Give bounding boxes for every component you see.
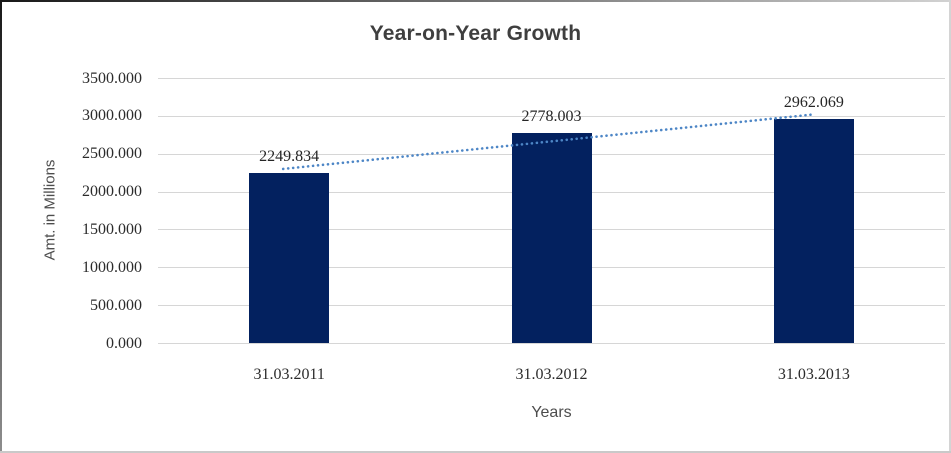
gridline — [158, 78, 945, 79]
y-tick-label: 0.000 — [106, 334, 142, 352]
x-tick-label: 31.03.2013 — [777, 366, 850, 383]
bar-31.03.2011 — [249, 172, 330, 343]
y-tick-label: 2500.000 — [82, 145, 142, 163]
bar-value-label: 2778.003 — [521, 107, 582, 125]
y-axis-title: Amt. in Millions — [41, 159, 59, 261]
y-tick-label: 3000.000 — [82, 107, 142, 125]
bar-value-label: 2249.834 — [259, 147, 320, 165]
frame-border-left — [0, 0, 2, 453]
gridline — [158, 343, 945, 344]
chart-title: Year-on-Year Growth — [369, 22, 582, 45]
y-tick-label: 1000.000 — [82, 258, 142, 276]
y-tick-label: 3500.000 — [82, 69, 142, 87]
x-tick-label: 31.03.2012 — [515, 366, 588, 383]
x-axis-title: Years — [531, 404, 572, 421]
bar-31.03.2012 — [511, 132, 592, 343]
gridline — [158, 115, 945, 117]
x-tick-label: 31.03.2011 — [253, 366, 325, 383]
y-tick-label: 1500.000 — [82, 220, 142, 238]
bar-31.03.2013 — [773, 118, 854, 343]
bar-value-label: 2962.069 — [783, 93, 844, 111]
frame-border-top — [0, 0, 951, 2]
y-tick-label: 2000.000 — [82, 183, 142, 201]
trendline — [281, 113, 816, 171]
y-tick-label: 500.000 — [90, 296, 142, 314]
plot-area — [158, 78, 945, 344]
